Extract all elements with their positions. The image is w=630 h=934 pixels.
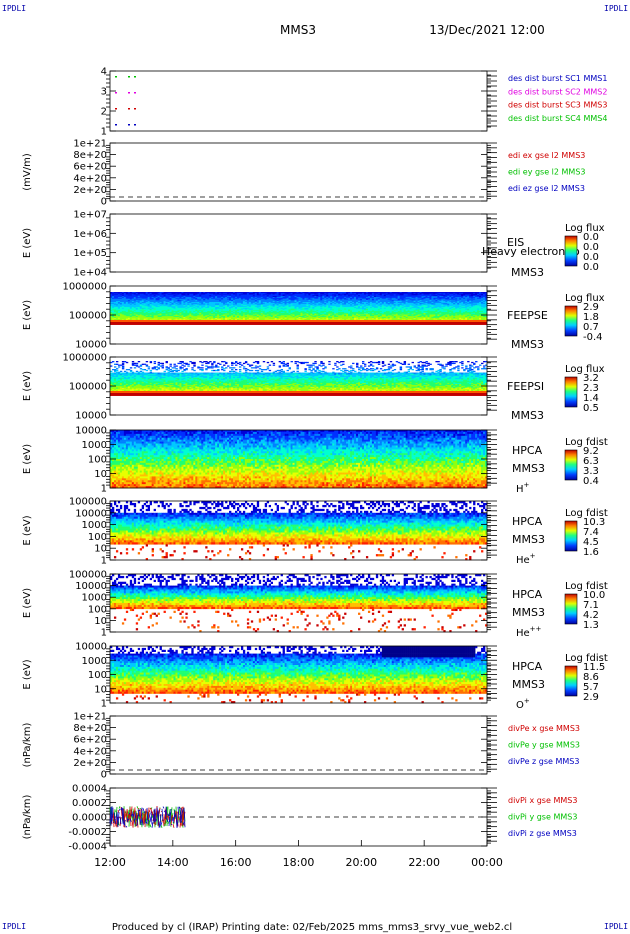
y-axis-label: E (eV) <box>22 228 33 258</box>
burst-mark <box>115 76 117 78</box>
ytick-label: 2 <box>101 107 107 118</box>
ytick-label: 1 <box>101 127 107 138</box>
legend-entry: edi ey gse l2 MMS3 <box>508 167 586 176</box>
ytick-label: 2e+20 <box>73 185 107 196</box>
colorbar <box>565 236 577 266</box>
panel-frame <box>110 143 487 201</box>
panel-frame <box>110 214 487 272</box>
ytick-label: 1e+05 <box>73 248 107 259</box>
burst-mark <box>128 108 130 110</box>
spacecraft-label: MMS3 <box>511 266 544 279</box>
plot-date: 13/Dec/2021 12:00 <box>429 23 545 37</box>
legend-entry: des dist burst SC4 MMS4 <box>508 114 607 123</box>
legend-entry: edi ez gse l2 MMS3 <box>508 184 585 193</box>
panel-burst: 4 3 2 1 des dist burst SC1 MMS1 des dist burs… <box>101 67 608 138</box>
burst-mark <box>128 92 130 94</box>
panel-frame <box>110 71 487 131</box>
ytick-label: 1e+07 <box>73 210 107 221</box>
ytick-label: 4e+20 <box>73 173 107 184</box>
y-axis-label: (mV/m) <box>22 153 33 191</box>
legend-entry: des dist burst SC1 MMS1 <box>508 74 607 83</box>
plot-title: MMS3 <box>280 23 316 37</box>
burst-mark <box>134 92 136 94</box>
burst-mark <box>128 76 130 78</box>
burst-mark <box>128 124 130 126</box>
ytick-label: 1e+04 <box>73 268 107 279</box>
ytick-label: 1e+21 <box>73 139 107 150</box>
burst-mark <box>115 108 117 110</box>
burst-mark <box>134 108 136 110</box>
ytick-label: 3 <box>101 87 107 98</box>
legend-entry: edi ex gse l2 MMS3 <box>508 151 585 160</box>
ytick-label: 8e+20 <box>73 150 107 161</box>
legend-entry: des dist burst SC3 MMS3 <box>508 101 607 110</box>
burst-mark <box>115 124 117 126</box>
legend-entry: des dist burst SC2 MMS2 <box>508 87 607 96</box>
ytick-label: 4 <box>101 67 107 78</box>
burst-mark <box>134 124 136 126</box>
ytick-label: 6e+20 <box>73 162 107 173</box>
ytick-label: 1e+06 <box>73 229 107 240</box>
burst-mark <box>115 92 117 94</box>
colorbar-tick: 0.0 <box>583 262 599 273</box>
burst-mark <box>134 76 136 78</box>
ytick-label: 0 <box>101 197 107 208</box>
